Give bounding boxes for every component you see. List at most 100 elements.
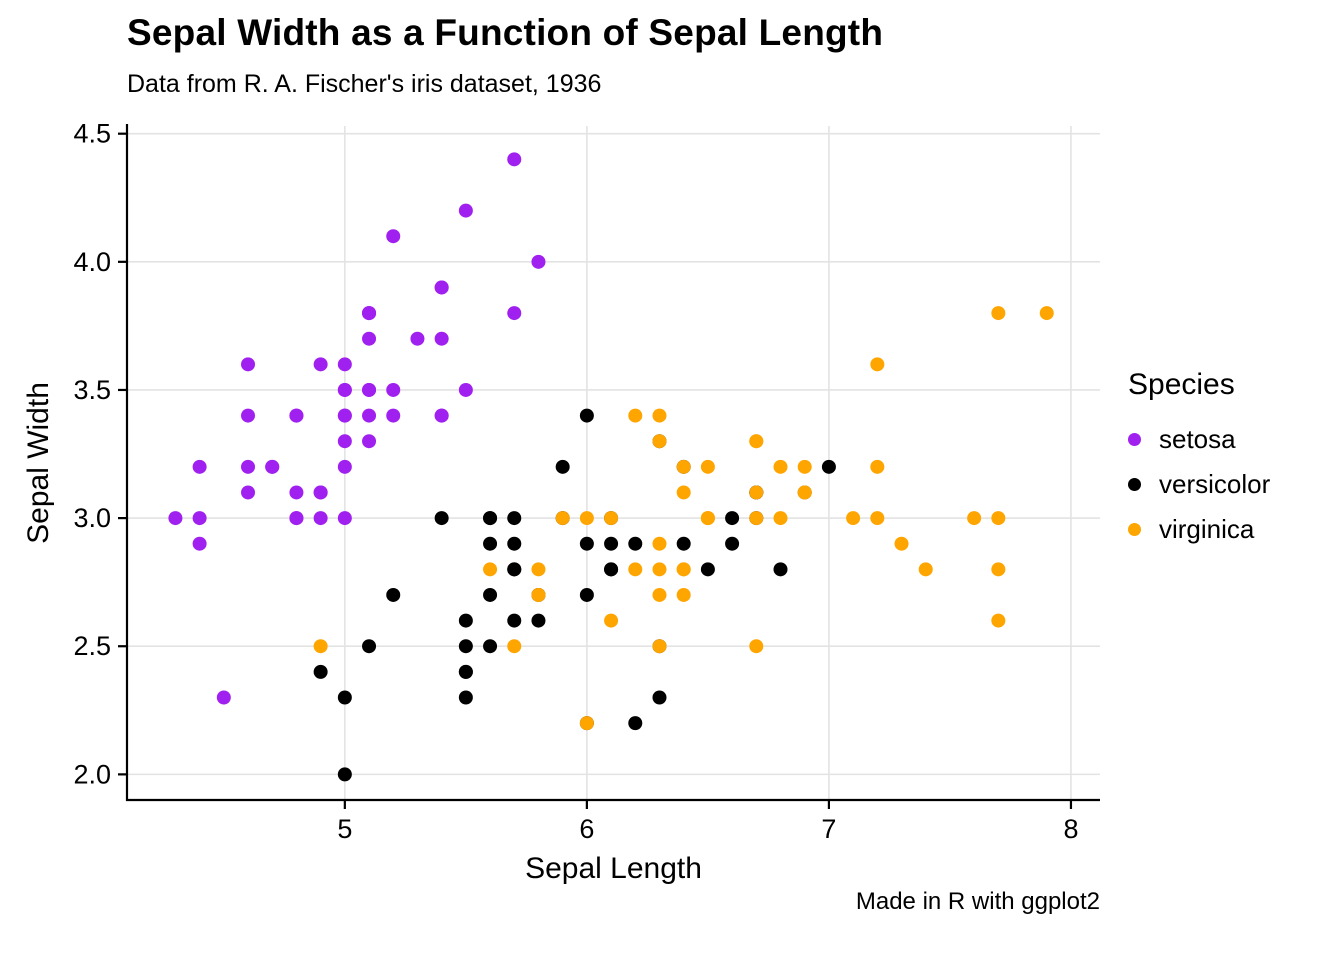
legend-label: setosa <box>1159 424 1236 454</box>
data-point-virginica <box>991 562 1006 577</box>
data-point-versicolor <box>483 587 498 602</box>
legend-item-versicolor: versicolor <box>1128 469 1270 500</box>
data-point-setosa <box>192 511 207 526</box>
data-point-setosa <box>241 408 256 423</box>
data-point-virginica <box>555 511 570 526</box>
data-point-setosa <box>337 459 352 474</box>
data-point-setosa <box>313 485 328 500</box>
data-point-versicolor <box>507 613 522 628</box>
data-point-virginica <box>579 716 594 731</box>
x-axis-title: Sepal Length <box>525 852 702 885</box>
y-tick-label: 4.0 <box>73 247 111 277</box>
data-point-setosa <box>386 382 401 397</box>
y-tick-label: 3.5 <box>73 375 111 405</box>
data-point-versicolor <box>579 536 594 551</box>
data-point-virginica <box>918 562 933 577</box>
data-point-virginica <box>870 459 885 474</box>
data-point-virginica <box>773 511 788 526</box>
data-point-setosa <box>434 280 449 295</box>
data-point-versicolor <box>652 690 667 705</box>
data-point-versicolor <box>313 664 328 679</box>
data-point-setosa <box>168 511 183 526</box>
data-point-virginica <box>652 408 667 423</box>
data-point-versicolor <box>555 459 570 474</box>
data-point-setosa <box>192 536 207 551</box>
data-point-virginica <box>749 511 764 526</box>
data-point-versicolor <box>507 511 522 526</box>
data-point-versicolor <box>531 613 546 628</box>
data-point-versicolor <box>362 639 377 654</box>
data-point-setosa <box>531 254 546 269</box>
data-point-virginica <box>894 536 909 551</box>
data-point-versicolor <box>676 536 691 551</box>
data-point-setosa <box>507 306 522 321</box>
chart-subtitle: Data from R. A. Fischer's iris dataset, … <box>127 70 602 98</box>
x-tick-label: 6 <box>579 814 594 844</box>
data-point-virginica <box>870 511 885 526</box>
data-point-setosa <box>241 357 256 372</box>
legend-title: Species <box>1128 368 1235 401</box>
y-tick-label: 4.5 <box>73 119 111 149</box>
data-point-versicolor <box>507 562 522 577</box>
data-point-versicolor <box>483 536 498 551</box>
data-point-setosa <box>362 434 377 449</box>
data-point-setosa <box>458 382 473 397</box>
data-point-setosa <box>434 408 449 423</box>
data-point-virginica <box>507 639 522 654</box>
data-point-virginica <box>797 485 812 500</box>
data-point-virginica <box>628 408 643 423</box>
data-point-setosa <box>192 459 207 474</box>
data-point-setosa <box>337 357 352 372</box>
data-point-virginica <box>749 485 764 500</box>
y-tick-label: 3.0 <box>73 503 111 533</box>
data-point-setosa <box>289 485 304 500</box>
data-point-setosa <box>241 459 256 474</box>
data-point-setosa <box>337 511 352 526</box>
legend-item-setosa: setosa <box>1128 424 1270 455</box>
data-point-virginica <box>991 306 1006 321</box>
data-point-virginica <box>483 562 498 577</box>
data-point-virginica <box>749 434 764 449</box>
data-point-virginica <box>870 357 885 372</box>
data-point-setosa <box>313 357 328 372</box>
x-tick-label: 8 <box>1063 814 1078 844</box>
data-point-virginica <box>579 511 594 526</box>
data-point-virginica <box>676 562 691 577</box>
data-point-virginica <box>676 485 691 500</box>
y-tick-label: 2.0 <box>73 759 111 789</box>
data-point-versicolor <box>483 639 498 654</box>
data-point-setosa <box>289 408 304 423</box>
data-point-virginica <box>313 639 328 654</box>
x-tick-label: 5 <box>337 814 352 844</box>
data-point-virginica <box>652 587 667 602</box>
data-point-setosa <box>337 434 352 449</box>
x-tick-label: 7 <box>821 814 836 844</box>
data-point-setosa <box>362 382 377 397</box>
legend-label: virginica <box>1159 514 1255 544</box>
data-point-virginica <box>991 511 1006 526</box>
data-point-versicolor <box>579 408 594 423</box>
data-point-versicolor <box>604 562 619 577</box>
data-point-virginica <box>652 639 667 654</box>
data-point-setosa <box>386 408 401 423</box>
data-point-versicolor <box>337 767 352 782</box>
data-point-setosa <box>337 408 352 423</box>
data-point-virginica <box>676 587 691 602</box>
chart-caption: Made in R with ggplot2 <box>855 888 1100 915</box>
setosa-swatch-icon <box>1128 433 1141 446</box>
data-point-setosa <box>362 331 377 346</box>
data-point-setosa <box>507 152 522 167</box>
data-point-versicolor <box>725 536 740 551</box>
data-point-versicolor <box>628 536 643 551</box>
data-point-versicolor <box>507 536 522 551</box>
data-point-versicolor <box>458 690 473 705</box>
data-point-versicolor <box>700 562 715 577</box>
data-point-versicolor <box>337 690 352 705</box>
data-point-setosa <box>289 511 304 526</box>
data-point-virginica <box>749 639 764 654</box>
data-point-setosa <box>265 459 280 474</box>
data-point-virginica <box>967 511 982 526</box>
data-point-versicolor <box>579 587 594 602</box>
